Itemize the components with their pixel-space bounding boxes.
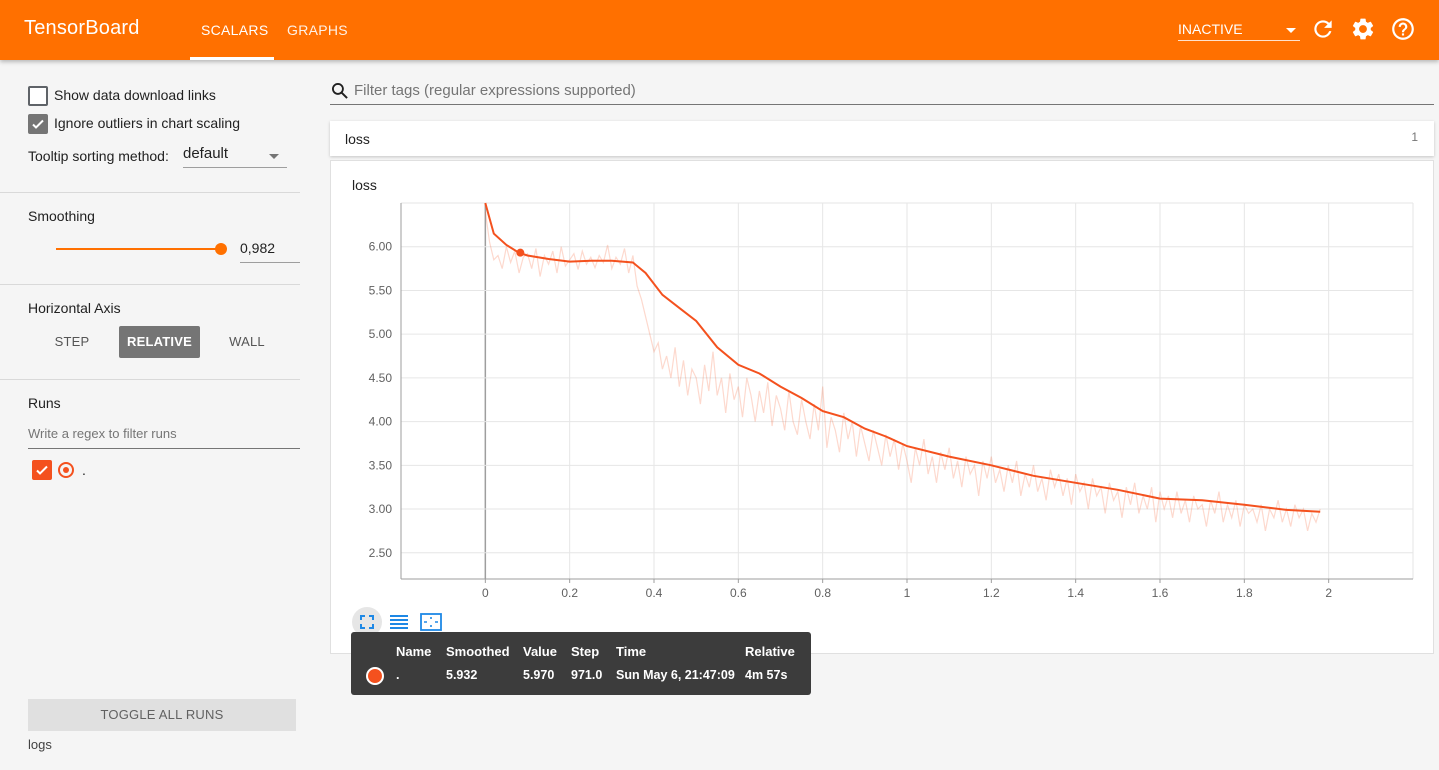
y-tick-label: 4.50 xyxy=(369,371,393,385)
top-app-bar: TensorBoard SCALARS GRAPHS INACTIVE xyxy=(0,0,1439,60)
settings-gear-icon[interactable] xyxy=(1350,16,1376,42)
category-header[interactable]: loss 1 xyxy=(330,121,1434,156)
ignore-outliers-checkbox[interactable] xyxy=(28,114,48,134)
check-icon xyxy=(32,119,44,129)
run-name: . xyxy=(82,462,86,478)
scalar-chart-card: loss 0 0.2 0.4 0.6 0.8 1 1.2 1.4 1.6 1.8 2 2.50 3.00… xyxy=(330,160,1434,654)
show-download-links-label: Show data download links xyxy=(54,87,216,103)
x-tick-label: 1.6 xyxy=(1152,586,1169,600)
chevron-down-icon xyxy=(1286,28,1296,33)
smoothed-loss-series-line xyxy=(484,202,1321,513)
y-tick-label: 3.00 xyxy=(369,502,393,516)
tooltip-sorting-select[interactable]: default xyxy=(183,145,287,168)
tooltip-relative: 4m 57s xyxy=(745,668,788,682)
y-tick-label: 2.50 xyxy=(369,546,393,560)
tooltip-header-name: Name xyxy=(396,644,432,659)
tooltip-value: 5.970 xyxy=(523,668,555,682)
x-tick-label: 1.4 xyxy=(1067,586,1084,600)
raw-loss-series-line xyxy=(484,211,1321,532)
tooltip-time: Sun May 6, 21:47:09 xyxy=(616,668,735,682)
axis-relative-button[interactable]: RELATIVE xyxy=(119,326,200,358)
brand-title: TensorBoard xyxy=(24,17,140,39)
x-tick-label: 0.8 xyxy=(814,586,831,600)
x-tick-label: 1.8 xyxy=(1236,586,1253,600)
x-tick-label: 1.2 xyxy=(983,586,1000,600)
fullscreen-icon xyxy=(360,615,374,629)
fit-to-screen-icon xyxy=(420,613,442,631)
smoothing-value: 0,982 xyxy=(240,240,276,256)
tooltip-sorting-label: Tooltip sorting method: xyxy=(28,148,169,164)
help-icon[interactable] xyxy=(1390,16,1416,42)
run-checkbox[interactable] xyxy=(32,460,52,480)
y-tick-label: 5.50 xyxy=(369,283,393,297)
search-icon xyxy=(332,83,348,99)
tooltip-run-swatch xyxy=(366,667,384,685)
ignore-outliers-label: Ignore outliers in chart scaling xyxy=(54,115,240,131)
runs-title: Runs xyxy=(28,395,61,411)
tag-filter-input[interactable]: Filter tags (regular expressions support… xyxy=(330,78,1434,105)
axis-wall-button[interactable]: WALL xyxy=(229,334,265,349)
smoothing-value-input[interactable]: 0,982 xyxy=(240,240,300,263)
run-color-radio[interactable] xyxy=(58,462,74,478)
toggle-log-scale-button[interactable] xyxy=(384,607,414,637)
y-tick-label: 6.00 xyxy=(369,240,393,254)
tooltip-sorting-value: default xyxy=(183,145,229,162)
y-tick-label: 3.50 xyxy=(369,458,393,472)
tooltip-step: 971.0 xyxy=(571,668,603,682)
x-tick-label: 0.4 xyxy=(646,586,663,600)
y-tick-label: 4.00 xyxy=(369,415,393,429)
category-name: loss xyxy=(345,131,370,147)
divider xyxy=(0,379,300,380)
loss-chart[interactable]: 0 0.2 0.4 0.6 0.8 1 1.2 1.4 1.6 1.8 2 2.50 3.00 3.50 4… xyxy=(331,161,1433,601)
sidebar: Show data download links Ignore outliers… xyxy=(0,60,316,770)
tooltip-header-smoothed: Smoothed xyxy=(446,644,510,659)
check-icon xyxy=(36,465,48,475)
tooltip-header-value: Value xyxy=(523,644,557,659)
y-tick-label: 5.00 xyxy=(369,327,393,341)
axis-step-button[interactable]: STEP xyxy=(54,334,90,349)
hover-point-marker xyxy=(516,248,525,257)
fit-domain-button[interactable] xyxy=(416,607,446,637)
horizontal-axis-title: Horizontal Axis xyxy=(28,300,121,316)
smoothing-slider-track[interactable] xyxy=(56,248,222,250)
x-tick-label: 0.6 xyxy=(730,586,747,600)
toggle-all-runs-button[interactable]: TOGGLE ALL RUNS xyxy=(28,699,296,731)
category-count: 1 xyxy=(1411,130,1418,144)
chart-title: loss xyxy=(352,177,377,193)
tooltip-run-name: . xyxy=(396,668,400,682)
x-tick-label: 0 xyxy=(482,586,489,600)
chevron-down-icon xyxy=(269,154,279,159)
smoothing-slider-knob[interactable] xyxy=(215,243,227,255)
tab-graphs[interactable]: GRAPHS xyxy=(287,22,348,38)
divider xyxy=(0,192,300,193)
status-dropdown-value: INACTIVE xyxy=(1178,21,1243,37)
chart-tooltip: Name Smoothed Value Step Time Relative .… xyxy=(351,632,811,695)
runs-filter-placeholder: Write a regex to filter runs xyxy=(28,426,177,441)
list-lines-icon xyxy=(390,615,408,629)
tab-scalars[interactable]: SCALARS xyxy=(201,22,269,38)
tooltip-smoothed-value: 5.932 xyxy=(446,668,478,682)
show-download-links-checkbox[interactable] xyxy=(28,86,48,106)
x-tick-label: 1 xyxy=(904,586,911,600)
status-dropdown[interactable]: INACTIVE xyxy=(1178,20,1300,41)
tag-filter-placeholder: Filter tags (regular expressions support… xyxy=(354,82,636,99)
tooltip-header-time: Time xyxy=(616,644,647,659)
reload-icon[interactable] xyxy=(1310,16,1336,42)
runs-filter-input[interactable]: Write a regex to filter runs xyxy=(28,426,300,449)
tooltip-header-relative: Relative xyxy=(745,644,795,659)
logdir-label: logs xyxy=(28,737,52,752)
x-tick-label: 2 xyxy=(1325,586,1332,600)
x-tick-label: 0.2 xyxy=(561,586,578,600)
tooltip-sorting-row: Tooltip sorting method: default xyxy=(28,145,287,168)
active-tab-indicator xyxy=(190,57,274,60)
tooltip-header-step: Step xyxy=(571,644,600,659)
divider xyxy=(0,284,300,285)
smoothing-title: Smoothing xyxy=(28,208,95,224)
